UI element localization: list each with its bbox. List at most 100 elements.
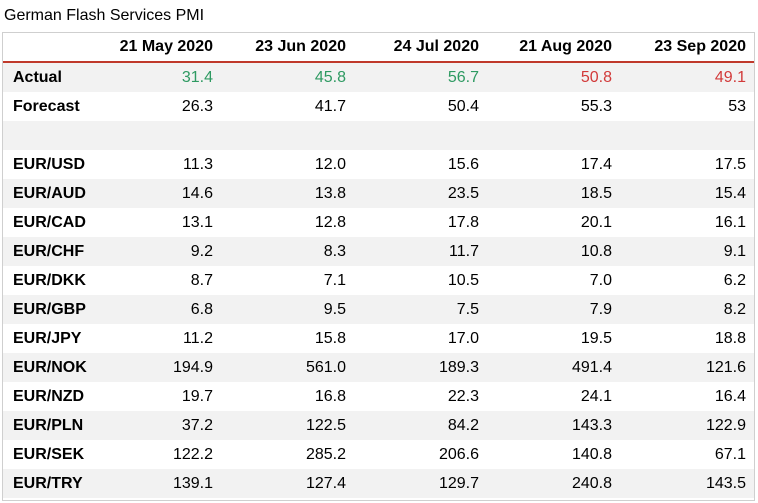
table-cell <box>487 121 620 150</box>
header-cell: 23 Sep 2020 <box>620 33 754 63</box>
table-cell: 121.6 <box>620 353 754 382</box>
table-cell: 17.8 <box>447 213 479 231</box>
table-cell: 7.9 <box>487 295 620 324</box>
header-cell <box>3 33 89 63</box>
table-cell: 6.8 <box>89 295 221 324</box>
table-cell: 15.4 <box>620 179 754 208</box>
row-label: Actual <box>3 62 89 92</box>
table-cell <box>89 121 221 150</box>
table-cell: 561.0 <box>221 353 354 382</box>
table-cell: 23.5 <box>354 179 487 208</box>
table-cell: 7.1 <box>323 271 346 289</box>
table-cell: 17.5 <box>714 155 746 173</box>
table-cell: 31.4 <box>89 62 221 92</box>
table-cell: 37.2 <box>89 411 221 440</box>
header-cell: 21 May 2020 <box>89 33 221 63</box>
table-cell: 17.4 <box>580 155 612 173</box>
row-label: Forecast <box>13 97 80 115</box>
table-cell: 13.1 <box>181 213 213 231</box>
row-label: EUR/CAD <box>13 213 86 231</box>
table-cell: 19.7 <box>181 387 213 405</box>
table-cell: 127.4 <box>221 469 354 498</box>
table-row: EUR/USD 11.3 12.0 15.6 17.4 17.5 <box>3 150 754 179</box>
table-cell: 143.3 <box>487 411 620 440</box>
header-cell: 21 Aug 2020 <box>487 33 620 63</box>
row-label: EUR/PLN <box>3 411 89 440</box>
table-row: EUR/TRY 139.1 127.4 129.7 240.8 143.5 <box>3 469 754 498</box>
table-cell: 15.8 <box>314 329 346 347</box>
header-cell: 24 Jul 2020 <box>354 33 487 63</box>
table-cell: 50.4 <box>447 97 479 115</box>
table-cell: 16.8 <box>314 387 346 405</box>
table-cell <box>221 121 354 150</box>
table-cell: 129.7 <box>354 469 487 498</box>
row-label: EUR/USD <box>13 155 86 173</box>
spacer-row <box>3 121 754 150</box>
table-cell: 22.3 <box>447 387 479 405</box>
table-cell: 45.8 <box>221 62 354 92</box>
row-label: EUR/NZD <box>13 387 85 405</box>
table-cell: 14.6 <box>89 179 221 208</box>
table-row: EUR/CHF 9.2 8.3 11.7 10.8 9.1 <box>3 237 754 266</box>
table-cell: 491.4 <box>487 353 620 382</box>
table-cell: 7.5 <box>354 295 487 324</box>
table-cell: 122.9 <box>620 411 754 440</box>
table-cell: 55.3 <box>580 97 612 115</box>
table-cell: 18.8 <box>714 329 746 347</box>
row-label: EUR/CHF <box>3 237 89 266</box>
table-cell: 122.5 <box>221 411 354 440</box>
table-cell: 8.3 <box>221 237 354 266</box>
table-cell: 189.3 <box>354 353 487 382</box>
table-cell: 10.5 <box>447 271 479 289</box>
table-cell: 15.6 <box>447 155 479 173</box>
table-cell: 41.7 <box>314 97 346 115</box>
pmi-volatility-table: 21 May 2020 23 Jun 2020 24 Jul 2020 21 A… <box>3 33 754 498</box>
table-cell: 9.5 <box>221 295 354 324</box>
table-cell: 240.8 <box>487 469 620 498</box>
table-cell: 19.5 <box>580 329 612 347</box>
table-cell: 139.1 <box>89 469 221 498</box>
table-cell: 11.2 <box>183 329 213 347</box>
table-body: Actual 31.4 45.8 56.7 50.8 49.1 Forecast 26.3 41… <box>3 62 754 498</box>
data-table-frame: 21 May 2020 23 Jun 2020 24 Jul 2020 21 A… <box>2 32 755 501</box>
table-cell: 206.6 <box>438 445 479 463</box>
table-cell: 285.2 <box>305 445 346 463</box>
table-cell: 18.5 <box>487 179 620 208</box>
table-cell: 49.1 <box>620 62 754 92</box>
table-row: EUR/NOK 194.9 561.0 189.3 491.4 121.6 <box>3 353 754 382</box>
header-cell: 23 Jun 2020 <box>221 33 354 63</box>
table-cell: 50.8 <box>487 62 620 92</box>
table-title: German Flash Services PMI <box>4 7 205 24</box>
table-cell: 140.8 <box>571 445 612 463</box>
table-cell: 84.2 <box>354 411 487 440</box>
table-cell: 7.0 <box>589 271 612 289</box>
table-cell: 6.2 <box>723 271 746 289</box>
table-cell: 53 <box>728 97 746 115</box>
table-cell: 194.9 <box>89 353 221 382</box>
table-cell: 8.2 <box>620 295 754 324</box>
row-label <box>3 121 89 150</box>
table-cell: 16.4 <box>714 387 746 405</box>
table-cell: 20.1 <box>580 213 612 231</box>
table-cell: 11.7 <box>354 237 487 266</box>
table-cell: 12.0 <box>314 155 346 173</box>
table-row: EUR/GBP 6.8 9.5 7.5 7.9 8.2 <box>3 295 754 324</box>
row-label: EUR/AUD <box>3 179 89 208</box>
row-label: EUR/JPY <box>13 329 82 347</box>
table-cell: 13.8 <box>221 179 354 208</box>
table-row: EUR/SEK 122.2 285.2 206.6 140.8 67.1 <box>3 440 754 469</box>
table-row: EUR/NZD 19.7 16.8 22.3 24.1 16.4 <box>3 382 754 411</box>
table-row: EUR/DKK 8.7 7.1 10.5 7.0 6.2 <box>3 266 754 295</box>
table-row: EUR/JPY 11.2 15.8 17.0 19.5 18.8 <box>3 324 754 353</box>
table-row: EUR/AUD 14.6 13.8 23.5 18.5 15.4 <box>3 179 754 208</box>
table-cell: 11.3 <box>183 155 213 173</box>
table-cell: 9.1 <box>620 237 754 266</box>
table-cell: 10.8 <box>487 237 620 266</box>
table-row: EUR/CAD 13.1 12.8 17.8 20.1 16.1 <box>3 208 754 237</box>
table-cell <box>620 121 754 150</box>
row-label: EUR/GBP <box>3 295 89 324</box>
table-cell: 24.1 <box>580 387 612 405</box>
row-label: EUR/SEK <box>13 445 85 463</box>
table-cell: 26.3 <box>181 97 213 115</box>
table-cell: 56.7 <box>354 62 487 92</box>
